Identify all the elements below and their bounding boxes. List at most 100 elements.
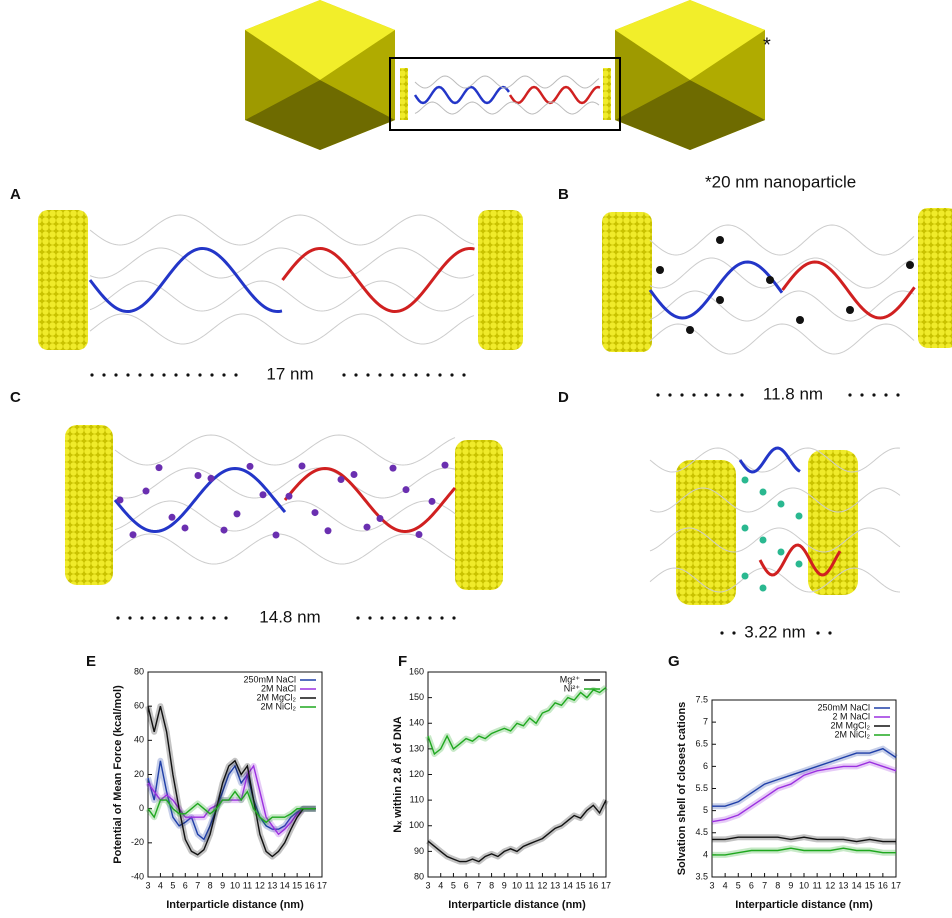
ion <box>777 548 785 556</box>
x-tick-label: 12 <box>537 880 547 890</box>
series-line <box>147 764 316 836</box>
particles <box>38 208 952 605</box>
helix <box>781 260 916 320</box>
dot <box>368 616 372 620</box>
ion <box>285 492 293 500</box>
y-tick-label: 0 <box>139 803 144 813</box>
helix <box>649 257 915 289</box>
dot <box>848 393 852 397</box>
y-tick-label: -40 <box>131 871 144 881</box>
x-tick-label: 10 <box>512 880 522 890</box>
x-tick-label: 5 <box>736 880 741 890</box>
dot <box>212 616 216 620</box>
y-tick-label: 120 <box>409 769 424 779</box>
dot <box>462 373 466 377</box>
x-axis-title: Interparticle distance (nm) <box>735 899 873 911</box>
ion <box>324 527 332 535</box>
y-tick-label: 6 <box>703 761 708 771</box>
helix <box>413 85 510 105</box>
x-tick-label: 10 <box>230 880 240 890</box>
x-tick-label: 12 <box>255 880 265 890</box>
dot <box>414 373 418 377</box>
legend-label: 2 M NaCl <box>832 711 870 721</box>
y-tick-label: 160 <box>409 666 424 676</box>
x-tick-label: 15 <box>292 880 302 890</box>
series-line <box>147 706 316 858</box>
dot <box>426 373 430 377</box>
ion <box>766 276 774 284</box>
dot <box>224 616 228 620</box>
x-tick-label: 5 <box>170 880 175 890</box>
dot <box>450 373 454 377</box>
ion <box>656 266 664 274</box>
x-tick-label: 17 <box>317 880 327 890</box>
helix <box>648 260 784 320</box>
y-tick-label: 6.5 <box>695 739 708 749</box>
dot <box>198 373 202 377</box>
series-band <box>426 798 609 865</box>
dot <box>200 616 204 620</box>
dot <box>740 393 744 397</box>
ion <box>906 261 914 269</box>
star: * <box>763 34 771 56</box>
y-tick-label: 150 <box>409 692 424 702</box>
dot <box>378 373 382 377</box>
legend-label: 250mM NaCl <box>243 674 296 684</box>
ion <box>759 488 767 496</box>
ion <box>298 462 306 470</box>
helix <box>649 224 915 256</box>
ion <box>777 500 785 508</box>
ion <box>716 296 724 304</box>
series-line <box>712 747 897 807</box>
helix <box>649 487 901 513</box>
dot <box>102 373 106 377</box>
nanoparticles-top <box>245 0 765 150</box>
y-tick-label: 90 <box>414 846 424 856</box>
dot <box>342 373 346 377</box>
x-tick-label: 11 <box>812 880 821 890</box>
x-tick-label: 7 <box>195 880 200 890</box>
series-line <box>427 686 607 756</box>
helix <box>89 247 475 279</box>
dot <box>176 616 180 620</box>
dot <box>404 616 408 620</box>
caption: *20 nm nanoparticle <box>705 172 856 191</box>
ion <box>142 487 150 495</box>
helix <box>114 434 456 466</box>
ion <box>415 530 423 538</box>
y-tick-label: 4.5 <box>695 827 708 837</box>
dot <box>366 373 370 377</box>
dot <box>884 393 888 397</box>
dot <box>452 616 456 620</box>
x-tick-label: 16 <box>588 880 598 890</box>
dot <box>728 393 732 397</box>
y-tick-label: 3.5 <box>695 871 708 881</box>
x-tick-label: 17 <box>891 880 901 890</box>
y-axis-title: Potential of Mean Force (kcal/mol) <box>112 685 124 864</box>
dot <box>90 373 94 377</box>
ion <box>795 560 803 568</box>
helix <box>281 247 475 313</box>
ion <box>259 491 267 499</box>
x-tick-label: 14 <box>852 880 862 890</box>
ion <box>741 476 749 484</box>
series-band <box>712 845 896 858</box>
distance: 14.8 nm <box>259 607 320 626</box>
y-tick-label: 7 <box>703 717 708 727</box>
x-tick-label: 16 <box>878 880 888 890</box>
ion <box>311 509 319 517</box>
ion <box>759 584 767 592</box>
dot <box>872 393 876 397</box>
plot-frame <box>427 671 607 878</box>
ion <box>402 486 410 494</box>
x-tick-label: 9 <box>788 880 793 890</box>
dot <box>716 393 720 397</box>
dot <box>140 616 144 620</box>
dot <box>174 373 178 377</box>
x-tick-label: 6 <box>749 880 754 890</box>
ion <box>741 524 749 532</box>
dot <box>816 631 820 635</box>
y-tick-label: 100 <box>409 820 424 830</box>
panel-label: A <box>10 186 21 203</box>
